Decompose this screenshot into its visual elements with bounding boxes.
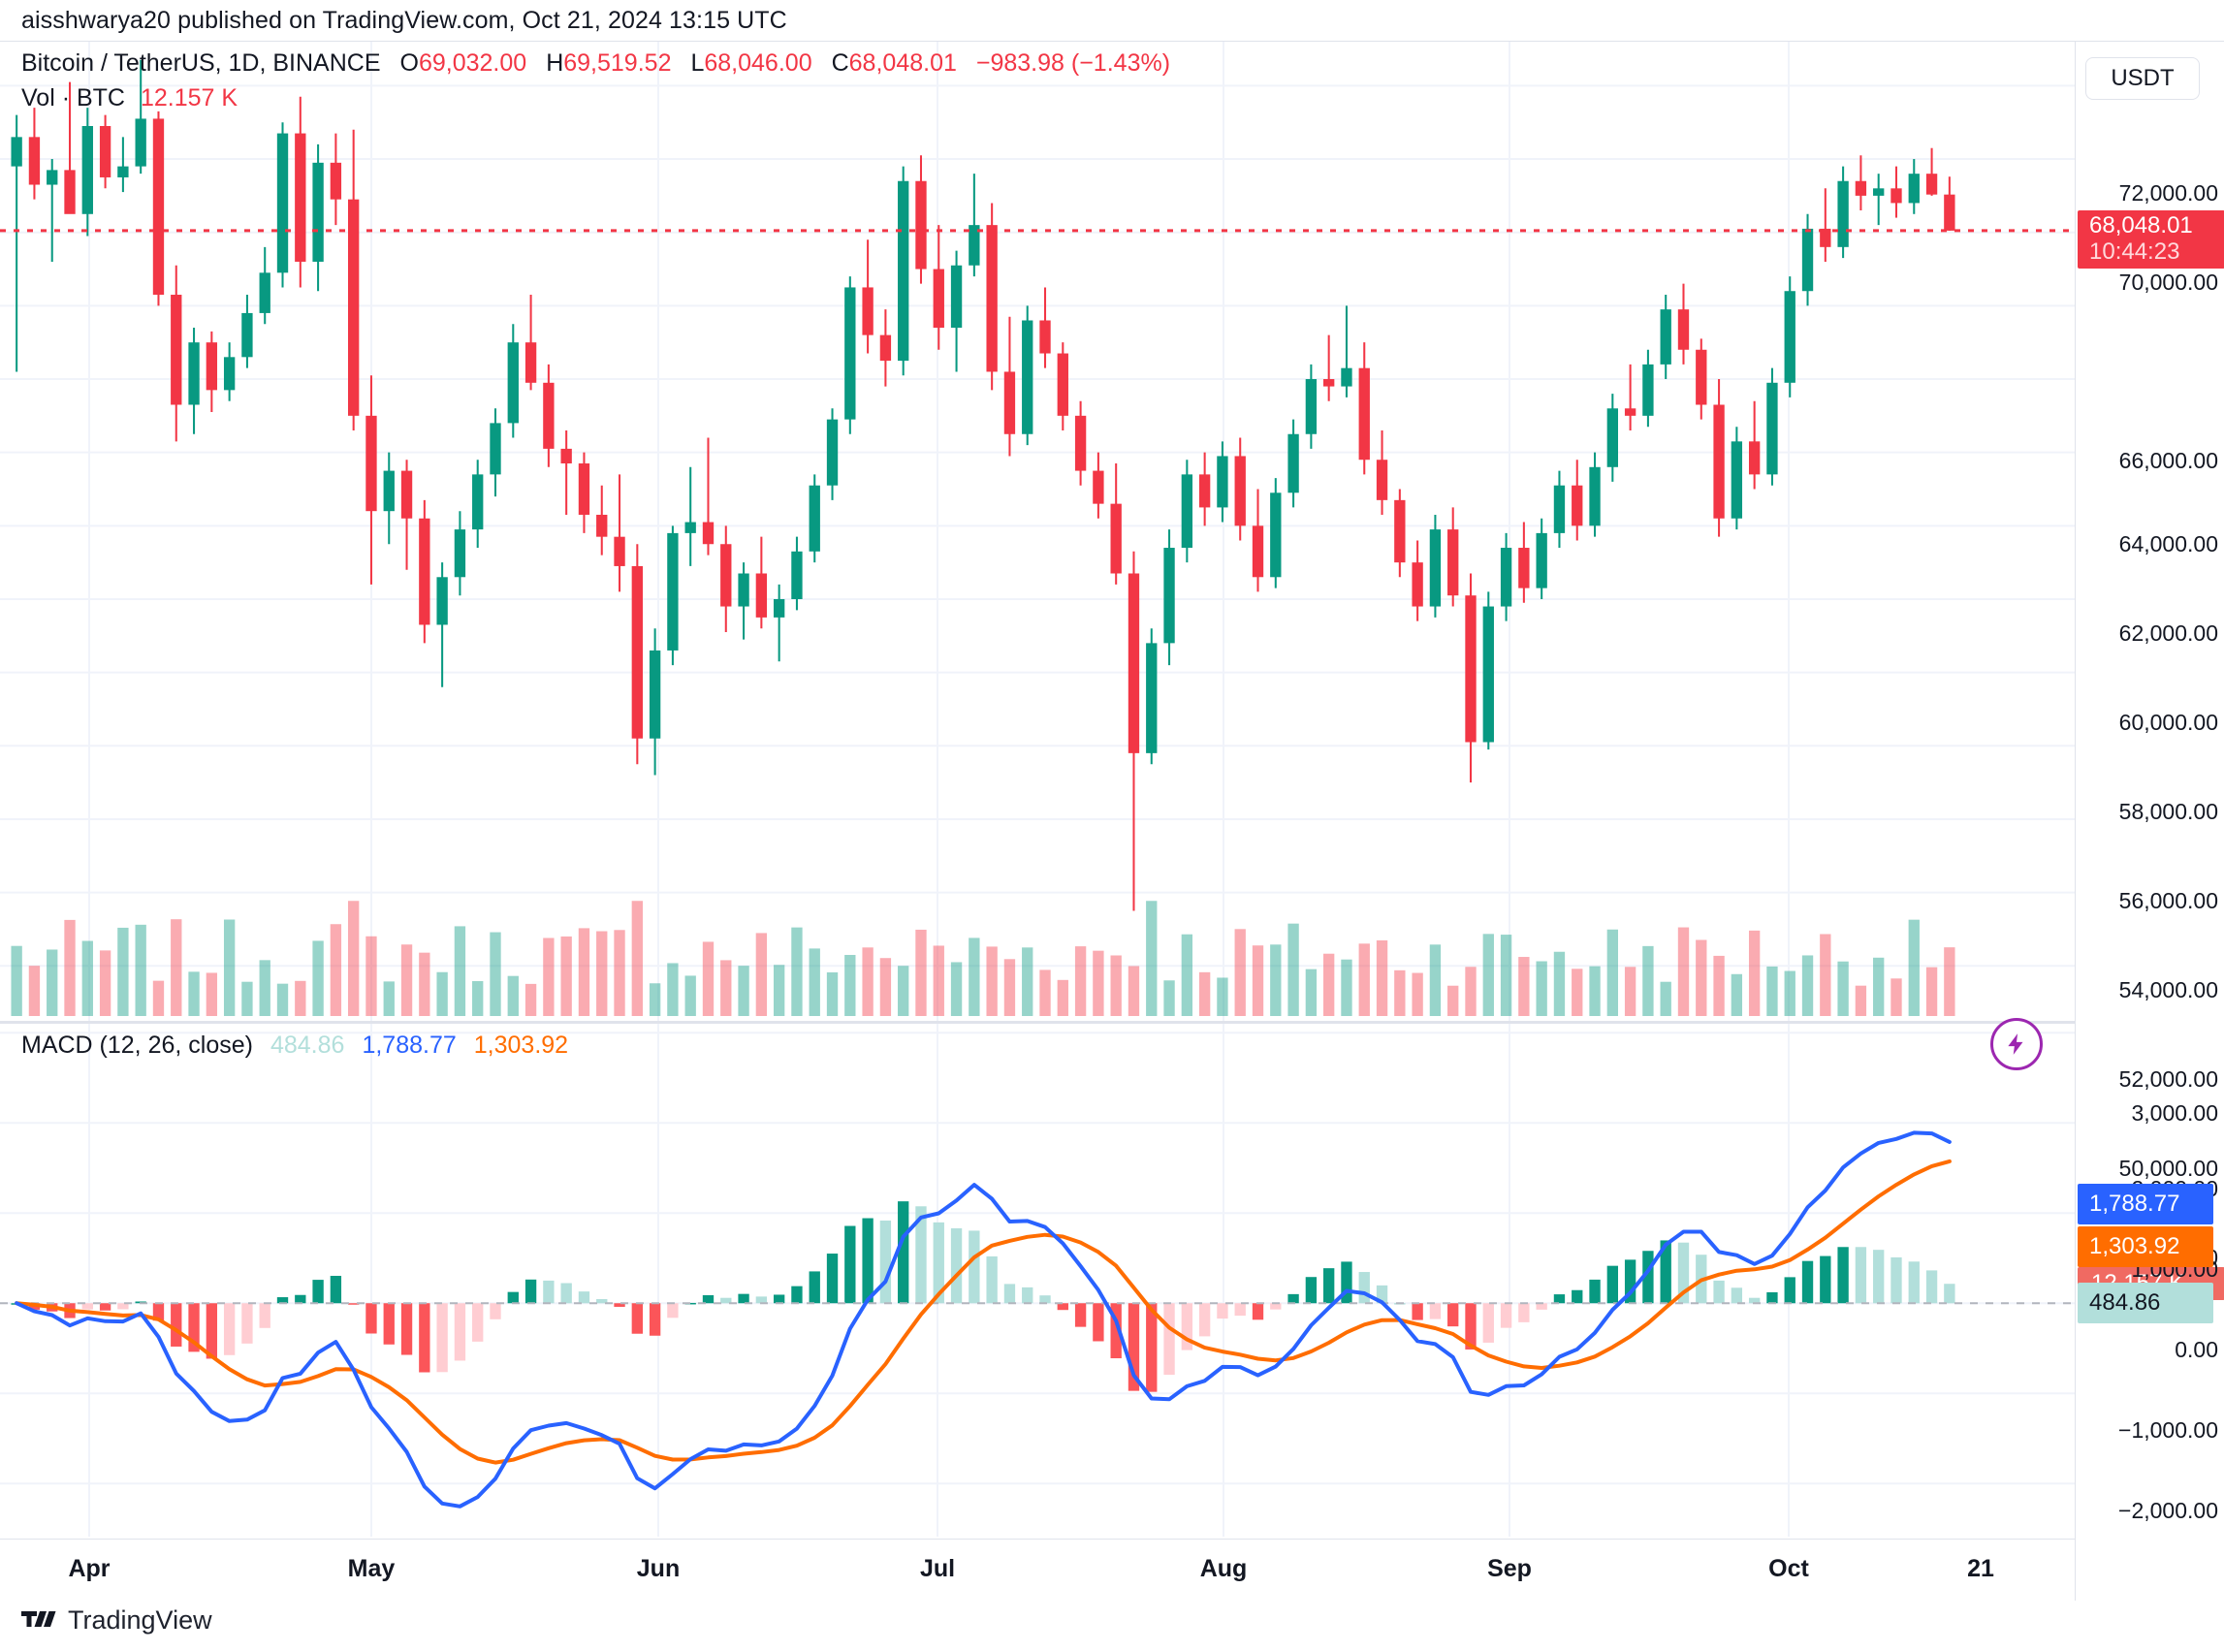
publish-header: aisshwarya20 published on TradingView.co… — [0, 0, 2224, 41]
time-label-aug: Aug — [1199, 1555, 1248, 1582]
price-legend: Bitcoin / TetherUS, 1D, BINANCE O 69,032.… — [21, 49, 1170, 117]
change-value: −983.98 (−1.43%) — [975, 49, 1171, 77]
price-tick-66000: 66,000.00 — [2118, 448, 2218, 473]
low-value: 68,046.00 — [704, 49, 812, 77]
low-label: L — [690, 49, 705, 77]
macd-tick-3000: 3,000.00 — [2131, 1100, 2218, 1126]
last-price-badge[interactable]: 68,048.01 10:44:23 — [2078, 210, 2224, 269]
price-pane[interactable] — [0, 42, 2075, 1021]
bolt-glyph — [2008, 1033, 2023, 1055]
tradingview-logo-icon — [21, 1610, 56, 1627]
macd-hist-value: 484.86 — [270, 1032, 345, 1059]
macd-legend: MACD (12, 26, close) 484.86 1,788.77 1,3… — [21, 1032, 568, 1060]
price-tick-70000: 70,000.00 — [2118, 270, 2218, 295]
last-price-value: 68,048.01 — [2089, 212, 2193, 239]
price-tick-54000: 54,000.00 — [2118, 977, 2218, 1002]
close-value: 68,048.01 — [848, 49, 957, 77]
macd-tick-m2000: −2,000.00 — [2118, 1498, 2218, 1523]
price-candles — [0, 42, 2075, 1021]
legend-row-ohlc: Bitcoin / TetherUS, 1D, BINANCE O 69,032.… — [21, 49, 1170, 82]
symbol-label[interactable]: Bitcoin / TetherUS, 1D, BINANCE — [21, 49, 381, 77]
macd-signal-value: 1,303.92 — [473, 1032, 569, 1059]
open-value: 69,032.00 — [418, 49, 527, 77]
price-tick-72000: 72,000.00 — [2118, 180, 2218, 206]
pane-divider — [0, 1021, 2224, 1023]
time-label-oct: Oct — [1768, 1555, 1809, 1582]
macd-plot[interactable] — [0, 1024, 2075, 1537]
high-value: 69,519.52 — [563, 49, 672, 77]
price-tick-64000: 64,000.00 — [2118, 531, 2218, 556]
macd-title[interactable]: MACD (12, 26, close) — [21, 1032, 253, 1059]
time-axis[interactable]: Apr May Jun Jul Aug Sep Oct 21 — [0, 1539, 2075, 1601]
macd-hist-badge[interactable]: 484.86 — [2078, 1283, 2213, 1323]
high-label: H — [546, 49, 564, 77]
time-label-21: 21 — [1967, 1555, 1994, 1582]
time-label-sep: Sep — [1487, 1555, 1532, 1582]
macd-signal-badge[interactable]: 1,303.92 — [2078, 1226, 2213, 1267]
price-tick-58000: 58,000.00 — [2118, 799, 2218, 824]
close-label: C — [831, 49, 849, 77]
open-label: O — [399, 49, 419, 77]
price-tick-52000: 52,000.00 — [2118, 1066, 2218, 1092]
bar-countdown: 10:44:23 — [2089, 238, 2180, 265]
brand-name: TradingView — [68, 1605, 212, 1635]
price-tick-62000: 62,000.00 — [2118, 620, 2218, 646]
volume-value: 12.157 K — [140, 84, 238, 111]
time-label-jul: Jul — [919, 1555, 956, 1582]
time-label-may: May — [347, 1555, 396, 1582]
macd-tick-0: 0.00 — [2175, 1337, 2218, 1362]
chart-frame: Bitcoin / TetherUS, 1D, BINANCE O 69,032.… — [0, 41, 2224, 1601]
price-tick-50000: 50,000.00 — [2118, 1156, 2218, 1181]
macd-tick-m1000: −1,000.00 — [2118, 1417, 2218, 1443]
price-tick-60000: 60,000.00 — [2118, 710, 2218, 735]
time-label-apr: Apr — [68, 1555, 111, 1582]
legend-row-volume: Vol · BTC 12.157 K — [21, 84, 1170, 117]
macd-graphics — [0, 1024, 2075, 1537]
time-label-jun: Jun — [636, 1555, 681, 1582]
price-plot[interactable] — [0, 42, 2075, 1021]
price-axis[interactable]: USDT 72,000.00 70,000.00 66,000.00 64,00… — [2075, 42, 2224, 1601]
publish-text: aisshwarya20 published on TradingView.co… — [21, 6, 787, 34]
macd-line-value: 1,788.77 — [362, 1032, 457, 1059]
lightning-bolt-icon[interactable] — [1990, 1018, 2043, 1070]
currency-button[interactable]: USDT — [2085, 57, 2200, 100]
tradingview-brand[interactable]: TradingView — [21, 1605, 212, 1636]
price-tick-56000: 56,000.00 — [2118, 888, 2218, 913]
macd-pane[interactable]: MACD (12, 26, close) 484.86 1,788.77 1,3… — [0, 1023, 2075, 1537]
macd-line-badge[interactable]: 1,788.77 — [2078, 1184, 2213, 1224]
volume-label[interactable]: Vol · BTC — [21, 84, 125, 111]
